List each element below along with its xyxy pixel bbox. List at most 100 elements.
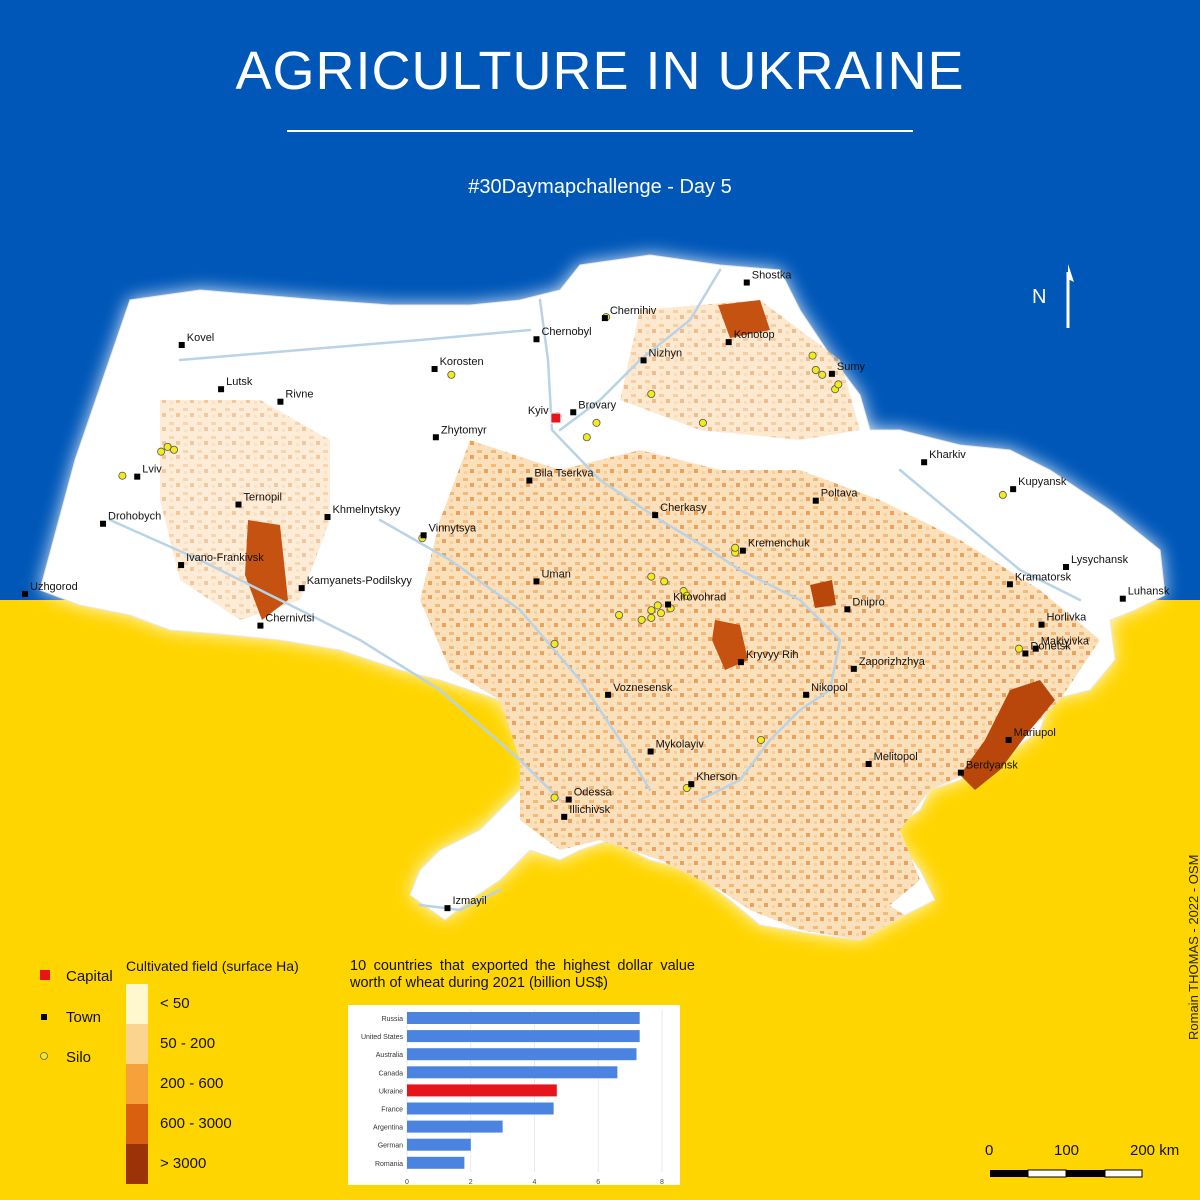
legend-silo-label: Silo xyxy=(66,1049,92,1066)
legend-class-label: < 50 xyxy=(160,995,190,1012)
map-credit: Romain THOMAS - 2022 - OSM xyxy=(1186,854,1200,1040)
river-dniester xyxy=(108,518,562,802)
chart-category-label: Ukraine xyxy=(379,1088,403,1095)
town-marker xyxy=(1022,650,1029,657)
city-label: Kherson xyxy=(696,771,737,783)
silo-marker xyxy=(808,351,817,360)
town-marker xyxy=(828,370,835,377)
chart-bar xyxy=(407,1066,618,1079)
chart-category-label: Australia xyxy=(376,1052,403,1059)
silo-marker xyxy=(811,365,820,374)
cultivated-fields-west xyxy=(160,400,330,620)
chart-bar xyxy=(407,1102,554,1115)
town-marker xyxy=(957,769,964,776)
crimea-fields xyxy=(705,850,905,940)
town-marker xyxy=(526,477,533,484)
city-label: Kramatorsk xyxy=(1015,571,1072,583)
city-label: Uman xyxy=(541,568,570,580)
town-marker xyxy=(178,562,185,569)
city-label: Kamyanets-Podilskyy xyxy=(307,575,413,587)
town-marker xyxy=(803,691,810,698)
cultivated-fields-south xyxy=(420,440,1100,930)
legend-symbols xyxy=(40,970,50,1060)
chart-bar xyxy=(407,1012,640,1024)
city-label: Zhytomyr xyxy=(441,424,487,436)
town-marker xyxy=(850,665,857,672)
chart-category-label: Argentina xyxy=(373,1125,403,1132)
legend-class-swatch xyxy=(126,1144,148,1184)
chart-bar xyxy=(407,1030,640,1043)
chart-bar xyxy=(407,1048,637,1061)
town-marker xyxy=(178,342,185,348)
city-label: Kupyansk xyxy=(1018,476,1067,488)
city-label: Nikopol xyxy=(811,682,848,694)
wheat-export-chart: Russia United States Australia Canada Ukrain… xyxy=(348,1005,680,1186)
ukraine-territory xyxy=(39,254,1166,941)
city-label: Kyiv xyxy=(528,405,549,417)
town-marker xyxy=(100,520,107,527)
silo-marker xyxy=(998,490,1007,499)
town-marker xyxy=(743,279,750,286)
town-marker xyxy=(570,409,577,416)
town-marker xyxy=(640,357,647,364)
page-title: AGRICULTURE IN UKRAINE xyxy=(235,41,965,101)
town-marker xyxy=(533,578,540,585)
cultivated-fields-northeast xyxy=(620,300,860,440)
town-marker xyxy=(1063,563,1070,570)
heavy-fields-west xyxy=(245,520,288,620)
city-label: Konotop xyxy=(734,329,775,341)
silo-marker xyxy=(647,572,656,581)
scale-label-0: 0 xyxy=(985,1142,994,1159)
town-marker xyxy=(1038,621,1045,628)
legend-class-label: 600 - 3000 xyxy=(160,1115,232,1132)
scale-segment-1 xyxy=(990,1170,1028,1177)
chart-tick-labels: 0 2 4 6 8 xyxy=(405,1179,664,1186)
chart-category-label: France xyxy=(381,1107,403,1114)
rivers xyxy=(108,268,1082,912)
silo-marker xyxy=(656,609,665,618)
town-marker xyxy=(739,547,746,554)
chart-tick-label: 6 xyxy=(596,1179,600,1186)
capital-marker xyxy=(550,412,562,424)
town-marker xyxy=(665,601,672,608)
city-label: Khmelnytskyy xyxy=(333,504,401,516)
city-label: Chernobyl xyxy=(541,326,591,338)
city-label: Ivano-Frankivsk xyxy=(186,552,264,564)
chart-title: 10 countries that exported the highest d… xyxy=(350,958,695,991)
city-label: Cherkasy xyxy=(660,502,707,514)
city-label: Chernihiv xyxy=(610,305,657,317)
city-label: Vinnytsya xyxy=(429,522,477,534)
title-divider xyxy=(287,130,913,132)
city-label: Illichivsk xyxy=(569,804,610,816)
silo-marker xyxy=(756,735,765,744)
silo-marker xyxy=(818,370,827,379)
silo-markers xyxy=(118,313,1023,802)
town-marker xyxy=(605,691,612,698)
silo-marker xyxy=(1014,644,1023,653)
city-label: Izmayil xyxy=(452,895,486,907)
town-marker xyxy=(533,336,540,343)
silo-marker xyxy=(647,606,656,615)
silo-marker xyxy=(660,577,669,586)
town-marker xyxy=(844,606,851,613)
city-label: Nizhyn xyxy=(649,347,683,359)
city-label: Chernivtsi xyxy=(265,613,314,625)
chart-category-label: Romania xyxy=(375,1161,403,1168)
city-label: Odessa xyxy=(574,787,613,799)
town-marker xyxy=(218,386,225,393)
silo-marker xyxy=(550,793,559,802)
legend-capital-symbol xyxy=(40,970,50,980)
north-arrow xyxy=(1066,264,1074,328)
legend-class-swatch xyxy=(126,984,148,1024)
scale-label-200: 200 km xyxy=(1130,1142,1180,1159)
chart-tick-label: 4 xyxy=(533,1179,537,1186)
city-label: Kirovohrad xyxy=(673,591,726,603)
city-label: Sumy xyxy=(837,361,866,373)
north-label: N xyxy=(1032,286,1047,308)
silo-marker xyxy=(157,447,166,456)
silo-marker xyxy=(550,639,559,648)
city-label: Kryvyy Rih xyxy=(746,649,799,661)
river-southern-bug xyxy=(378,518,652,792)
chart-tick-label: 0 xyxy=(405,1179,409,1186)
